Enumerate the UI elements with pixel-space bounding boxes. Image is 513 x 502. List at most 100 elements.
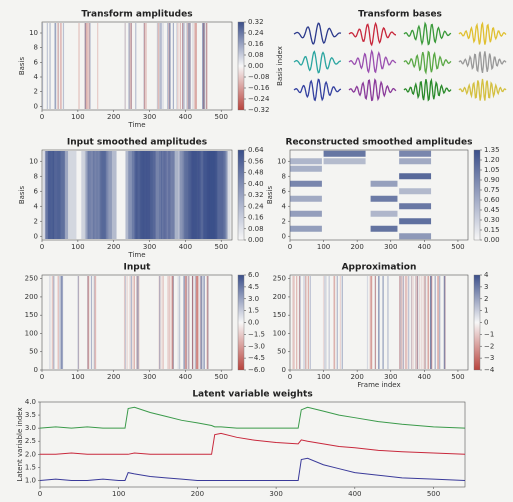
x-tick-label: 200	[350, 243, 363, 251]
y-tick-label: 0	[282, 232, 286, 240]
colorbar-tick-label: −4	[484, 366, 495, 374]
heat-cell	[78, 23, 79, 109]
x-tick-label: 200	[107, 243, 120, 251]
heat-cell	[405, 276, 406, 369]
x-tick-label: 500	[451, 373, 464, 381]
heatmap-texture	[292, 276, 445, 369]
heat-cell	[45, 151, 54, 239]
y-tick-label: 250	[25, 275, 38, 283]
y-tick-label: 0	[34, 102, 38, 110]
heat-cell	[164, 151, 171, 239]
panel-title: Input	[124, 263, 152, 273]
y-tick-label: 6	[34, 58, 39, 66]
heat-cell	[290, 158, 322, 164]
y-tick-label: 4	[34, 73, 39, 81]
heat-cell	[55, 23, 56, 109]
heat-cell	[419, 276, 420, 369]
heat-cell	[134, 276, 135, 369]
colorbar-tick-label: 0.32	[248, 18, 264, 26]
wavelet	[459, 79, 506, 101]
colorbar-tick-label: 6.0	[248, 271, 259, 279]
heat-cell	[179, 276, 180, 369]
x-tick-label: 500	[215, 113, 228, 121]
heat-cell	[290, 196, 322, 202]
y-tick-label: 6	[34, 187, 39, 195]
heat-cell	[196, 23, 197, 109]
y-axis-label: Basis	[18, 56, 26, 75]
heat-cell	[444, 276, 445, 369]
heat-cell	[59, 276, 60, 369]
heat-cell	[399, 233, 431, 239]
y-tick-label: 0	[34, 232, 38, 240]
heat-cell	[194, 23, 195, 109]
y-tick-label: 2	[282, 217, 286, 225]
heat-cell	[172, 276, 173, 369]
wavelet	[294, 79, 341, 100]
wavelet	[349, 51, 396, 72]
heat-cell	[185, 276, 186, 369]
heat-cell	[129, 23, 130, 109]
colorbar-tick-label: 0.00	[484, 236, 500, 244]
colorbar	[238, 150, 244, 240]
colorbar-tick-label: 4.5	[248, 283, 259, 291]
colorbar-tick-label: −3	[484, 354, 494, 362]
y-tick-label: 1.5	[25, 463, 36, 471]
heat-cell	[290, 166, 322, 172]
x-tick-label: 300	[269, 490, 282, 498]
heat-cell	[207, 276, 208, 369]
colorbar-tick-label: −4.5	[248, 354, 265, 362]
wavelet	[349, 24, 396, 45]
colorbar-tick-label: 0.32	[248, 191, 264, 199]
x-tick-label: 200	[191, 490, 204, 498]
colorbar-tick-label: −0.16	[248, 84, 270, 92]
y-tick-label: 100	[273, 329, 286, 337]
panel-title: Transform bases	[358, 10, 442, 20]
heat-cell	[184, 23, 185, 109]
heat-cell	[371, 226, 398, 232]
y-tick-label: 4	[282, 202, 287, 210]
y-tick-label: 50	[29, 348, 38, 356]
heat-cell	[212, 151, 228, 239]
heat-cell	[58, 276, 59, 369]
x-tick-label: 500	[451, 243, 464, 251]
heat-cell	[60, 23, 61, 109]
colorbar-tick-label: 1.20	[484, 156, 500, 164]
colorbar-tick-label: 0.24	[248, 202, 264, 210]
heat-cell	[290, 211, 322, 217]
heat-cell	[182, 23, 183, 109]
heat-cell	[423, 276, 424, 369]
heat-cell	[138, 276, 139, 369]
heat-cell	[86, 151, 98, 239]
heat-cell	[97, 151, 112, 239]
panel-title: Reconstructed smoothed amplitudes	[286, 138, 473, 148]
heat-cell	[132, 276, 133, 369]
heat-cell	[87, 23, 88, 109]
heat-cell	[434, 276, 435, 369]
wavelet	[404, 52, 451, 73]
figure: 01002003004005000246810TimeBasisTransfor…	[0, 0, 513, 502]
colorbar	[238, 22, 244, 110]
heat-cell	[204, 276, 205, 369]
colorbar-tick-label: 0.60	[484, 196, 500, 204]
heat-cell	[425, 276, 426, 369]
heat-cell	[411, 276, 412, 369]
plot-frame	[40, 402, 465, 487]
heat-cell	[127, 276, 128, 369]
heat-cell	[203, 23, 204, 109]
colorbar-tick-label: 4	[484, 271, 489, 279]
heat-cell	[125, 276, 126, 369]
y-tick-label: 150	[273, 311, 286, 319]
colorbar-tick-label: 0.16	[248, 40, 264, 48]
heat-cell	[290, 226, 322, 232]
heat-cell	[42, 23, 43, 109]
x-tick-label: 400	[348, 490, 361, 498]
x-axis-label: Frame index	[357, 381, 400, 389]
heat-cell	[428, 276, 429, 369]
heat-cell	[158, 23, 159, 109]
y-tick-label: 10	[29, 157, 38, 165]
heat-cell	[399, 151, 431, 157]
colorbar-tick-label: −3.0	[248, 342, 265, 350]
x-tick-label: 0	[288, 243, 292, 251]
heat-cell	[371, 196, 398, 202]
heat-cell	[169, 276, 170, 369]
